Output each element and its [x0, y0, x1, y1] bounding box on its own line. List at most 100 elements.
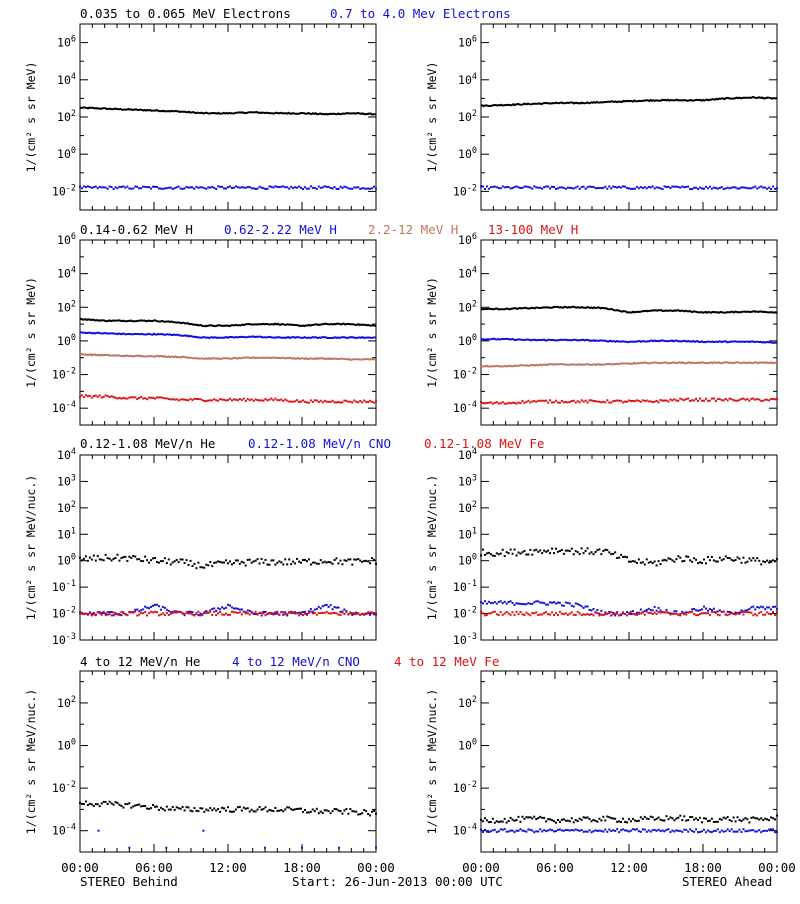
data-point	[323, 809, 326, 812]
data-point	[347, 613, 350, 616]
data-point	[576, 603, 579, 606]
data-point	[219, 610, 222, 613]
data-point	[363, 559, 366, 562]
data-point	[584, 613, 587, 616]
data-point	[527, 613, 530, 616]
data-point	[355, 400, 358, 403]
data-point	[185, 806, 188, 809]
data-point	[357, 557, 360, 560]
data-point	[529, 602, 532, 605]
data-point	[517, 613, 520, 616]
data-point	[213, 610, 216, 613]
data-point	[588, 613, 591, 616]
data-point	[673, 398, 676, 401]
data-point	[746, 830, 749, 833]
data-point	[499, 552, 502, 555]
data-point	[549, 399, 552, 402]
data-point	[199, 186, 202, 189]
data-point	[556, 550, 559, 553]
data-point	[635, 828, 638, 831]
data-point	[499, 611, 502, 614]
data-point	[608, 551, 611, 554]
data-point	[645, 817, 648, 820]
data-point	[645, 610, 648, 613]
data-point	[138, 187, 141, 190]
data-point	[612, 611, 615, 614]
data-point	[704, 397, 707, 400]
data-point	[305, 614, 308, 617]
data-point	[562, 401, 565, 404]
data-point	[718, 397, 721, 400]
data-point	[746, 609, 749, 612]
data-point	[772, 817, 775, 820]
data-point	[238, 805, 241, 808]
data-point	[629, 187, 632, 190]
data-point	[286, 614, 289, 617]
data-point	[335, 606, 338, 609]
data-point	[639, 830, 642, 833]
data-point	[197, 398, 200, 401]
data-point	[628, 560, 630, 563]
y-tick-label: 103	[57, 473, 76, 488]
data-point	[365, 810, 368, 813]
data-point	[637, 187, 640, 190]
data-point	[578, 817, 581, 820]
data-point	[272, 810, 275, 813]
data-point	[651, 829, 654, 832]
data-point	[274, 397, 277, 400]
data-point	[157, 808, 160, 811]
data-point	[230, 186, 233, 189]
data-point	[608, 816, 611, 819]
data-point	[161, 605, 164, 608]
data-point	[657, 611, 660, 614]
data-point	[702, 612, 705, 615]
y-tick-label: 10-2	[453, 367, 477, 382]
data-point	[207, 809, 210, 812]
data-point	[79, 396, 81, 399]
data-point	[527, 186, 530, 189]
data-point	[140, 395, 143, 398]
data-point	[556, 828, 559, 831]
data-point	[740, 820, 743, 823]
data-point	[543, 186, 546, 189]
data-point	[736, 187, 739, 190]
data-point	[742, 613, 745, 616]
data-point	[754, 559, 757, 562]
data-point	[633, 828, 636, 831]
data-point	[300, 612, 303, 615]
data-point	[300, 807, 303, 810]
data-point	[258, 185, 261, 188]
series-points	[79, 800, 377, 817]
data-point	[138, 613, 141, 616]
data-point	[523, 613, 526, 616]
data-point	[481, 548, 484, 551]
data-point	[309, 810, 312, 813]
data-point	[762, 186, 765, 189]
data-point	[236, 399, 239, 402]
plot-frame	[480, 670, 778, 853]
data-point	[675, 558, 678, 561]
data-point	[687, 397, 690, 400]
data-point	[343, 559, 346, 562]
data-point	[323, 560, 326, 563]
data-point	[142, 805, 145, 808]
data-point	[592, 608, 595, 611]
data-point	[236, 607, 239, 610]
y-tick-label: 10-2	[453, 183, 477, 198]
y-tick-label: 104	[458, 447, 477, 462]
data-point	[232, 186, 235, 189]
data-point	[341, 563, 344, 566]
data-point	[543, 602, 546, 605]
data-point	[341, 611, 344, 614]
data-point	[716, 610, 719, 613]
data-point	[345, 399, 348, 402]
data-point	[371, 612, 374, 615]
data-point	[724, 817, 727, 820]
data-point	[519, 402, 522, 405]
data-point	[659, 830, 662, 833]
y-tick-label: 10-2	[52, 183, 76, 198]
data-point	[687, 611, 690, 614]
data-point	[628, 399, 630, 402]
data-point	[626, 400, 629, 403]
data-point	[171, 610, 174, 613]
